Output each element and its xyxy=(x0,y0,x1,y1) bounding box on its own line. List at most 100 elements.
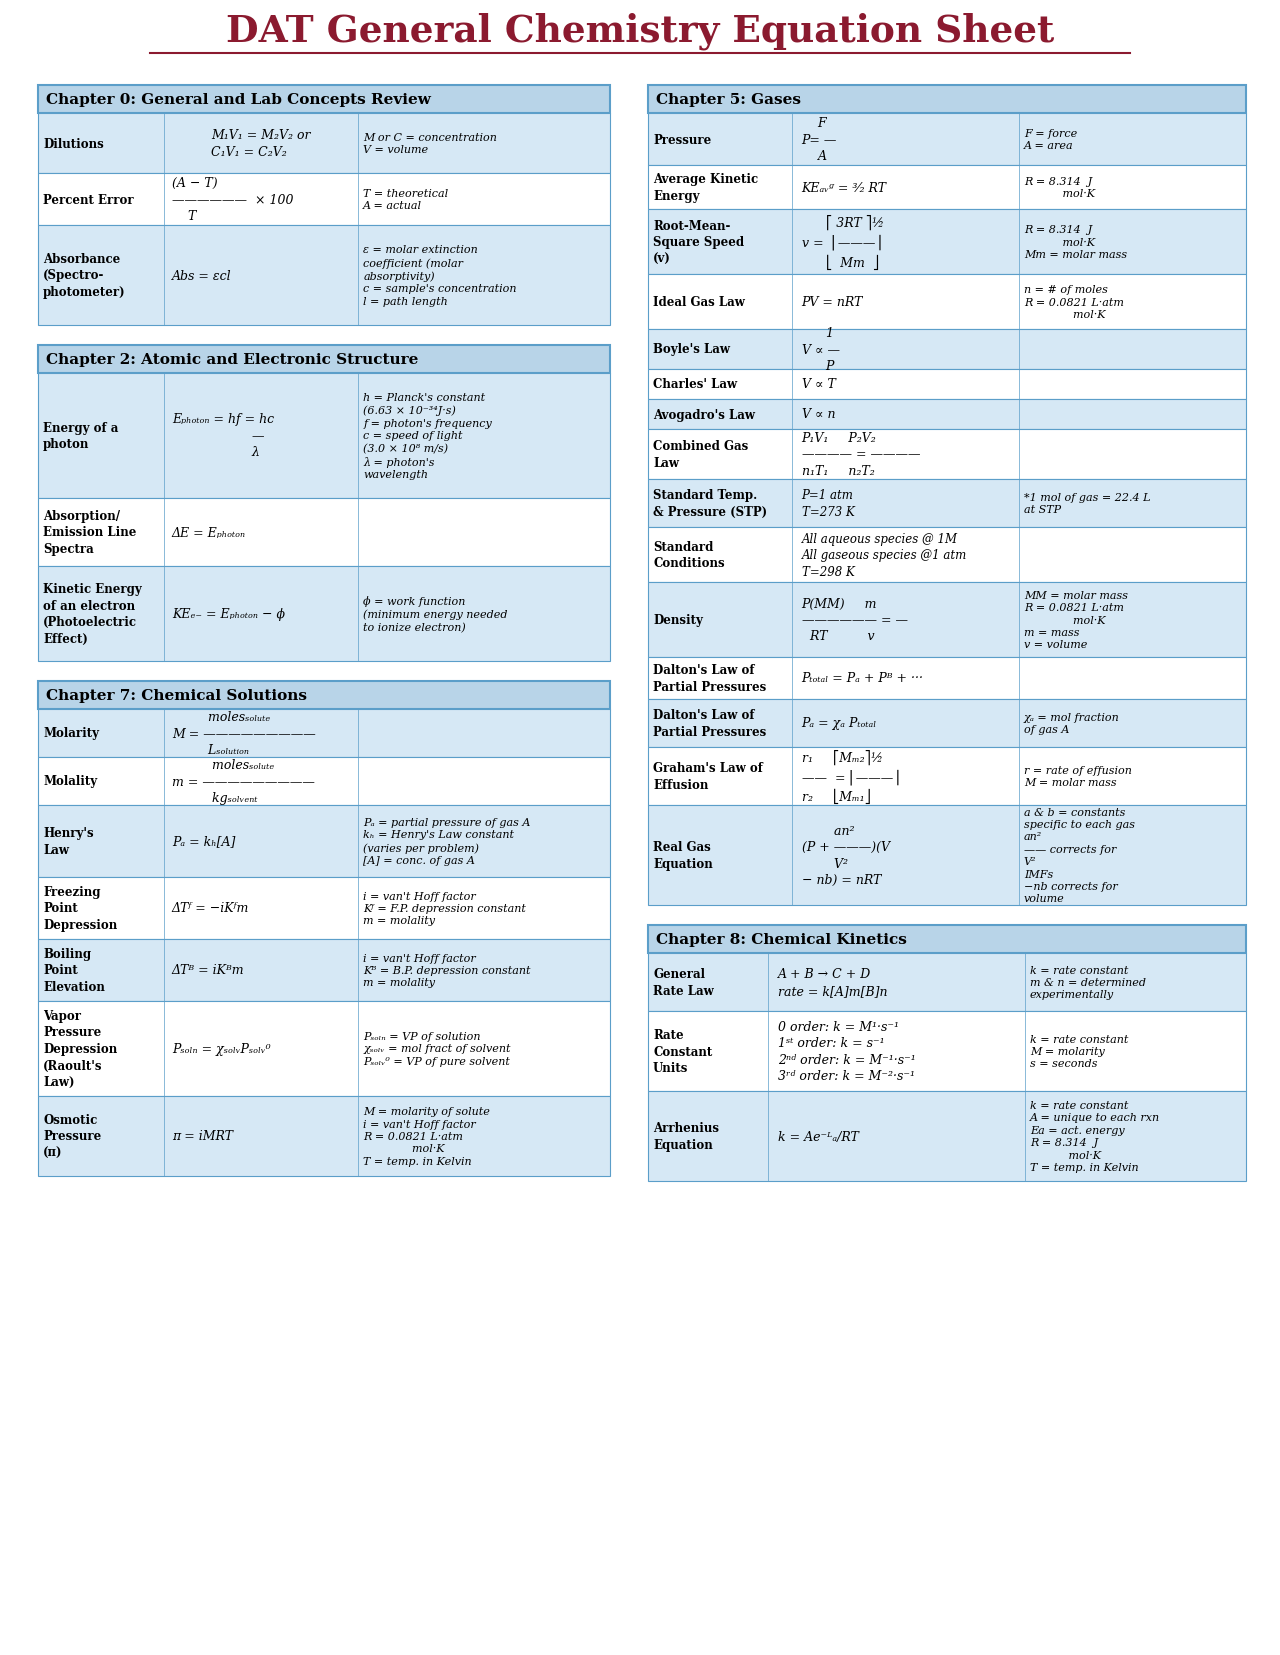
Bar xyxy=(648,369,1245,401)
Text: Kinetic Energy
of an electron
(Photoelectric
Effect): Kinetic Energy of an electron (Photoelec… xyxy=(44,583,142,645)
Text: P₁V₁     P₂V₂
———— = ————
n₁T₁     n₂T₂: P₁V₁ P₂V₂ ———— = ———— n₁T₁ n₂T₂ xyxy=(801,432,920,478)
Text: V ∝ T: V ∝ T xyxy=(801,379,836,391)
Text: r₁     ⎡Mₘ₂⎤½
——  = ⎢———⎥
r₂     ⎣Mₘ₁⎦: r₁ ⎡Mₘ₂⎤½ —— = ⎢———⎥ r₂ ⎣Mₘ₁⎦ xyxy=(801,750,899,804)
Text: KEₐᵥᵍ = ³⁄₂ RT: KEₐᵥᵍ = ³⁄₂ RT xyxy=(801,182,887,194)
Text: Rate
Constant
Units: Rate Constant Units xyxy=(653,1028,712,1074)
Text: MM = molar mass
R = 0.0821 L·atm
              mol·K
m = mass
v = volume: MM = molar mass R = 0.0821 L·atm mol·K m… xyxy=(1024,591,1128,650)
Bar xyxy=(38,498,611,566)
Bar xyxy=(648,925,1245,953)
Text: Ideal Gas Law: Ideal Gas Law xyxy=(653,296,745,309)
Text: Pressure: Pressure xyxy=(653,134,712,146)
Bar xyxy=(38,682,611,710)
Text: Real Gas
Equation: Real Gas Equation xyxy=(653,841,713,871)
Bar xyxy=(38,806,611,877)
Text: Absorption/
Emission Line
Spectra: Absorption/ Emission Line Spectra xyxy=(44,510,137,556)
Bar xyxy=(648,210,1245,275)
Text: KEₑ₋ = Eₚₕₒₜₒₙ − ϕ: KEₑ₋ = Eₚₕₒₜₒₙ − ϕ xyxy=(172,607,285,621)
Text: F = force
A = area: F = force A = area xyxy=(1024,129,1076,151)
Bar xyxy=(648,329,1245,369)
Text: ΔTᴮ = iKᴮm: ΔTᴮ = iKᴮm xyxy=(172,963,244,976)
Text: T = theoretical
A = actual: T = theoretical A = actual xyxy=(364,189,448,212)
Text: *1 mol of gas = 22.4 L
at STP: *1 mol of gas = 22.4 L at STP xyxy=(1024,493,1151,515)
Bar xyxy=(38,877,611,940)
Bar xyxy=(648,114,1245,166)
Text: R = 8.314  J
           mol·K
Mm = molar mass: R = 8.314 J mol·K Mm = molar mass xyxy=(1024,225,1126,260)
Text: 1
V ∝ —
      P: 1 V ∝ — P xyxy=(801,326,840,372)
Bar xyxy=(38,225,611,326)
Text: Pₛₒₗₙ = χₛₒₗᵥPₛₒₗᵥ⁰: Pₛₒₗₙ = χₛₒₗᵥPₛₒₗᵥ⁰ xyxy=(172,1043,270,1056)
Text: 0 order: k = M¹·s⁻¹
1ˢᵗ order: k = s⁻¹
2ⁿᵈ order: k = M⁻¹·s⁻¹
3ʳᵈ order: k = M⁻²: 0 order: k = M¹·s⁻¹ 1ˢᵗ order: k = s⁻¹ 2… xyxy=(778,1019,915,1082)
Bar xyxy=(648,528,1245,583)
Bar xyxy=(648,657,1245,700)
Text: Charles' Law: Charles' Law xyxy=(653,379,737,391)
Text: M = molarity of solute
i = van't Hoff factor
R = 0.0821 L·atm
              mol·: M = molarity of solute i = van't Hoff fa… xyxy=(364,1107,490,1167)
Text: Chapter 7: Chemical Solutions: Chapter 7: Chemical Solutions xyxy=(46,688,307,703)
Text: π = iMRT: π = iMRT xyxy=(172,1130,233,1144)
Text: Vapor
Pressure
Depression
(Raoult's
Law): Vapor Pressure Depression (Raoult's Law) xyxy=(44,1010,118,1089)
Bar xyxy=(648,1011,1245,1091)
Text: Average Kinetic
Energy: Average Kinetic Energy xyxy=(653,174,758,202)
Text: Absorbance
(Spectro-
photometer): Absorbance (Spectro- photometer) xyxy=(44,253,125,300)
Text: k = rate constant
A = unique to each rxn
Ea = act. energy
R = 8.314  J
         : k = rate constant A = unique to each rxn… xyxy=(1029,1101,1160,1172)
Text: Boyle's Law: Boyle's Law xyxy=(653,343,730,356)
Text: Molarity: Molarity xyxy=(44,727,99,740)
Text: Pₜₒₜₐₗ = Pₐ + Pᴮ + ···: Pₜₒₜₐₗ = Pₐ + Pᴮ + ··· xyxy=(801,672,924,685)
Text: an²
(P + ———)(V
        V²
− nb) = nRT: an² (P + ———)(V V² − nb) = nRT xyxy=(801,824,890,887)
Bar xyxy=(648,430,1245,480)
Bar xyxy=(38,174,611,225)
Text: k = rate constant
m & n = determined
experimentally: k = rate constant m & n = determined exp… xyxy=(1029,965,1146,1000)
Text: Standard Temp.
& Pressure (STP): Standard Temp. & Pressure (STP) xyxy=(653,488,767,518)
Text: Energy of a
photon: Energy of a photon xyxy=(44,422,118,450)
Text: Chapter 0: General and Lab Concepts Review: Chapter 0: General and Lab Concepts Revi… xyxy=(46,93,431,108)
Text: h = Planck's constant
(6.63 × 10⁻³⁴J·s)
f = photon's frequency
c = speed of ligh: h = Planck's constant (6.63 × 10⁻³⁴J·s) … xyxy=(364,392,492,480)
Text: Molality: Molality xyxy=(44,775,97,788)
Text: r = rate of effusion
M = molar mass: r = rate of effusion M = molar mass xyxy=(1024,765,1132,788)
Text: Freezing
Point
Depression: Freezing Point Depression xyxy=(44,885,118,932)
Text: Dalton's Law of
Partial Pressures: Dalton's Law of Partial Pressures xyxy=(653,664,767,693)
Text: V ∝ n: V ∝ n xyxy=(801,409,835,422)
Text: PV = nRT: PV = nRT xyxy=(801,296,863,309)
Text: Arrhenius
Equation: Arrhenius Equation xyxy=(653,1122,719,1152)
Text: Dilutions: Dilutions xyxy=(44,137,104,151)
Text: P(MM)     m
—————— = —
  RT          v: P(MM) m —————— = — RT v xyxy=(801,597,908,644)
Text: Standard
Conditions: Standard Conditions xyxy=(653,541,724,569)
Text: Chapter 5: Gases: Chapter 5: Gases xyxy=(657,93,801,108)
Text: Eₚₕₒₜₒₙ = hf = hc
                    —
                    λ: Eₚₕₒₜₒₙ = hf = hc — λ xyxy=(172,414,274,458)
Text: Pₛₒₗₙ = VP of solution
χₛₒₗᵥ = mol fract of solvent
Pₛₒₗᵥ⁰ = VP of pure solvent: Pₛₒₗₙ = VP of solution χₛₒₗᵥ = mol fract… xyxy=(364,1031,511,1066)
Text: Chapter 8: Chemical Kinetics: Chapter 8: Chemical Kinetics xyxy=(657,932,906,947)
Text: i = van't Hoff factor
Kᶠ = F.P. depression constant
m = molality: i = van't Hoff factor Kᶠ = F.P. depressi… xyxy=(364,890,526,925)
Bar xyxy=(38,86,611,114)
Text: All aqueous species @ 1M
All gaseous species @1 atm
T=298 K: All aqueous species @ 1M All gaseous spe… xyxy=(801,533,966,578)
Text: k = Ae⁻ᴸₐ/RT: k = Ae⁻ᴸₐ/RT xyxy=(778,1130,859,1144)
Text: Pₐ = partial pressure of gas A
kₕ = Henry's Law constant
(varies per problem)
[A: Pₐ = partial pressure of gas A kₕ = Henr… xyxy=(364,818,531,866)
Text: (A − T)
——————  × 100
    T: (A − T) —————— × 100 T xyxy=(172,177,293,223)
Text: Avogadro's Law: Avogadro's Law xyxy=(653,409,755,422)
Text: molesₛₒₗᵤₜₑ
m = —————————
          kgₛₒₗᵥₑₙₜ: molesₛₒₗᵤₜₑ m = ————————— kgₛₒₗᵥₑₙₜ xyxy=(172,758,315,804)
Bar xyxy=(648,480,1245,528)
Text: ΔE = Eₚₕₒₜₒₙ: ΔE = Eₚₕₒₜₒₙ xyxy=(172,526,246,540)
Text: Root-Mean-
Square Speed
(v): Root-Mean- Square Speed (v) xyxy=(653,220,744,265)
Bar xyxy=(648,953,1245,1011)
Text: n = # of moles
R = 0.0821 L·atm
              mol·K: n = # of moles R = 0.0821 L·atm mol·K xyxy=(1024,285,1124,319)
Bar xyxy=(38,1001,611,1096)
Text: Henry's
Law: Henry's Law xyxy=(44,828,93,856)
Bar xyxy=(38,710,611,758)
Text: Percent Error: Percent Error xyxy=(44,194,133,207)
Bar xyxy=(648,700,1245,748)
Text: ϕ = work function
(minimum energy needed
to ionize electron): ϕ = work function (minimum energy needed… xyxy=(364,596,508,632)
Bar xyxy=(38,566,611,662)
Text: a & b = constants
specific to each gas
an²
—— corrects for
V²
IMFs
−nb corrects : a & b = constants specific to each gas a… xyxy=(1024,808,1135,904)
Bar xyxy=(38,346,611,374)
Text: Combined Gas
Law: Combined Gas Law xyxy=(653,440,749,470)
Bar xyxy=(38,374,611,498)
Bar xyxy=(648,748,1245,806)
Bar xyxy=(648,583,1245,657)
Text: R = 8.314  J
           mol·K: R = 8.314 J mol·K xyxy=(1024,177,1094,199)
Text: Osmotic
Pressure
(π): Osmotic Pressure (π) xyxy=(44,1114,101,1158)
Text: k = rate constant
M = molarity
s = seconds: k = rate constant M = molarity s = secon… xyxy=(1029,1034,1128,1069)
Text: DAT General Chemistry Equation Sheet: DAT General Chemistry Equation Sheet xyxy=(225,12,1055,50)
Text: ΔTᶠ = −iKᶠm: ΔTᶠ = −iKᶠm xyxy=(172,902,250,915)
Text: General
Rate Law: General Rate Law xyxy=(653,968,714,998)
Bar xyxy=(648,86,1245,114)
Bar xyxy=(648,401,1245,430)
